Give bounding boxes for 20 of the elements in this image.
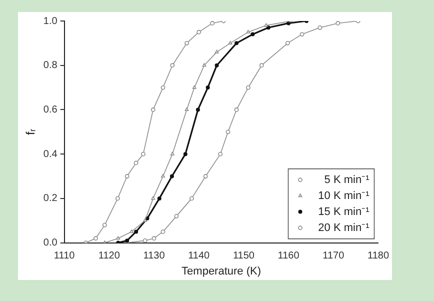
y-axis-title: fᵣ xyxy=(24,128,38,136)
x-tick-label: 1110 xyxy=(54,250,76,262)
x-tick-label: 1180 xyxy=(367,250,390,262)
legend-label: 5 K min⁻¹ xyxy=(324,174,370,186)
x-tick-label: 1130 xyxy=(143,250,166,262)
x-tick-label: 1170 xyxy=(322,250,345,262)
legend-label: 15 K min⁻¹ xyxy=(318,206,370,218)
legend-label: 10 K min⁻¹ xyxy=(318,190,370,202)
x-tick-label: 1150 xyxy=(232,250,255,262)
y-tick-label: 0.0 xyxy=(43,238,58,249)
y-tick-label: 0.8 xyxy=(43,60,58,72)
y-tick-label: 0.2 xyxy=(43,193,58,204)
x-tick-label: 1160 xyxy=(278,250,300,262)
x-tick-label: 1140 xyxy=(188,250,210,262)
y-tick-label: 1.0 xyxy=(43,16,58,27)
x-axis-title: Temperature (K) xyxy=(182,265,262,278)
legend-label: 20 K min⁻¹ xyxy=(318,222,370,234)
y-tick-label: 0.6 xyxy=(43,104,58,116)
y-tick-label: 0.4 xyxy=(43,148,58,160)
x-tick-label: 1120 xyxy=(98,250,120,262)
